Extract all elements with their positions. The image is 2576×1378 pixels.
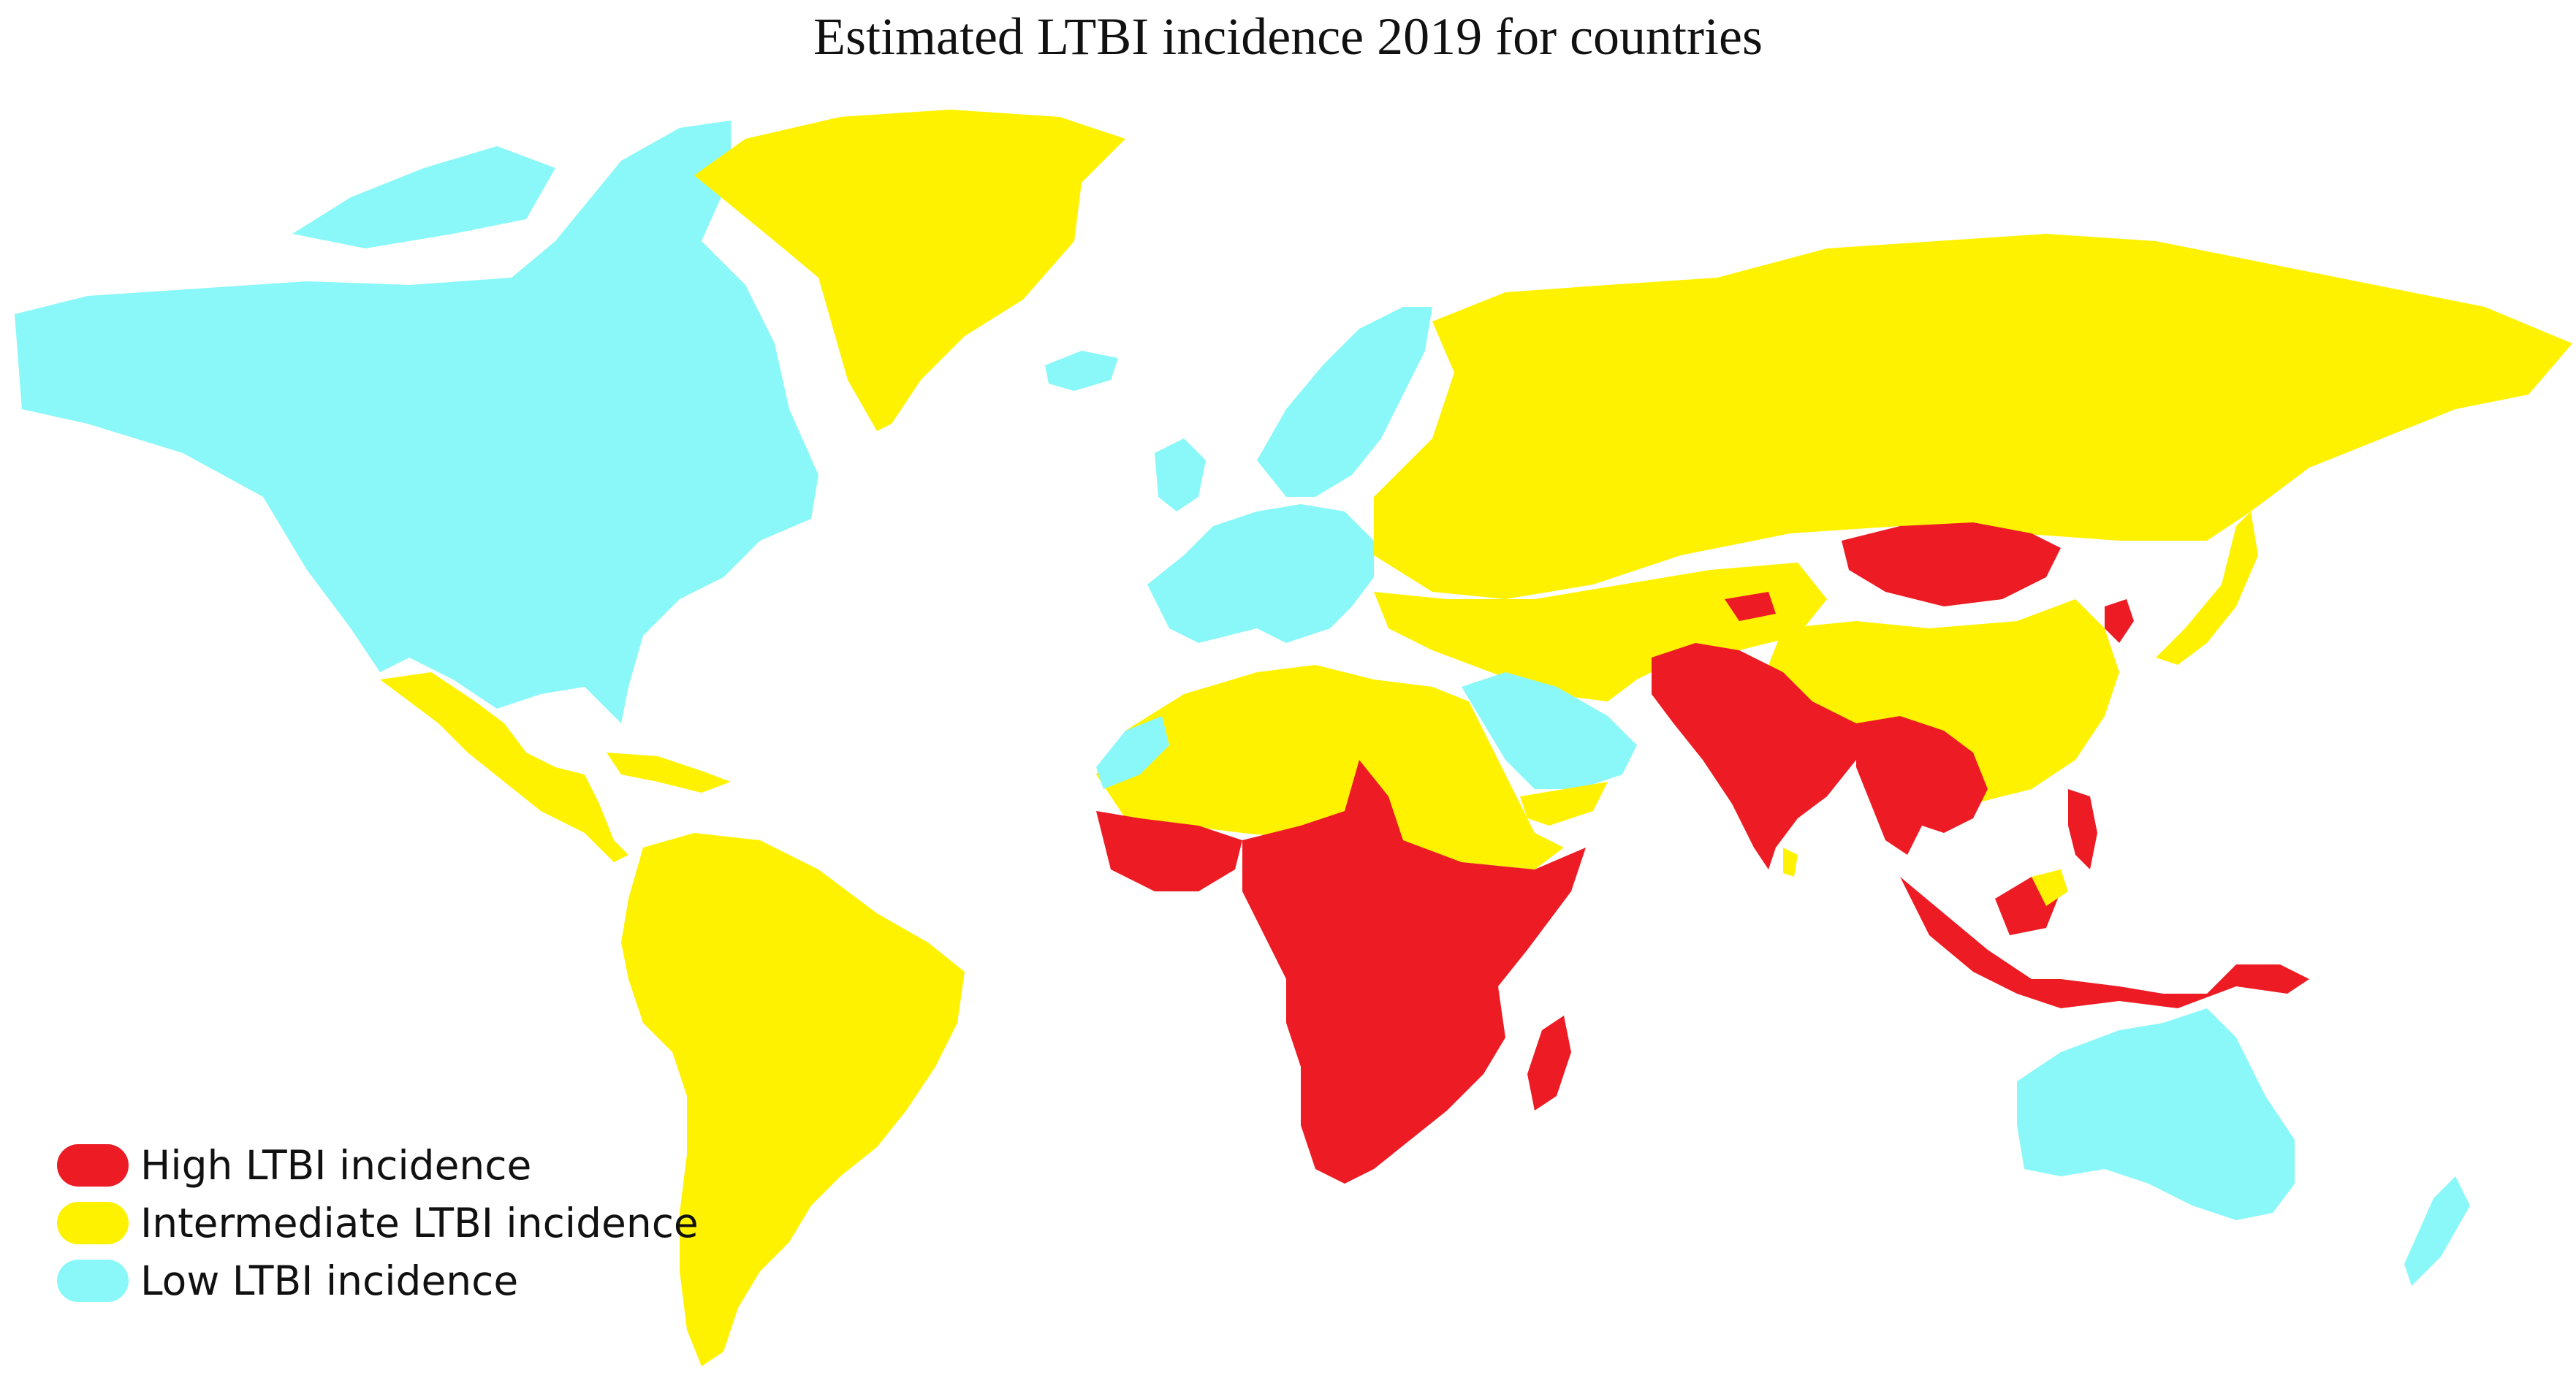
legend-item-high: High LTBI incidence [57, 1136, 699, 1194]
region-sub-saharan-africa[interactable] [1242, 760, 1586, 1184]
legend-swatch-intermediate [57, 1201, 129, 1244]
region-canadian-islands[interactable] [292, 146, 555, 248]
region-sri-lanka[interactable] [1783, 848, 1798, 877]
region-russia[interactable] [1374, 234, 2572, 599]
region-mongolia[interactable] [1842, 522, 2061, 606]
region-west-africa[interactable] [1096, 811, 1242, 891]
region-scandinavia[interactable] [1257, 307, 1432, 497]
region-north-america[interactable] [15, 121, 818, 723]
legend-label-low: Low LTBI incidence [140, 1257, 519, 1304]
region-mexico-central-america[interactable] [380, 672, 628, 862]
region-central-asia[interactable] [1374, 563, 1827, 701]
region-kyrgyzstan[interactable] [1725, 592, 1776, 621]
region-japan[interactable] [2156, 511, 2258, 665]
legend-swatch-high [57, 1143, 129, 1187]
region-british-isles[interactable] [1155, 438, 1206, 511]
region-iceland[interactable] [1045, 351, 1118, 391]
region-china[interactable] [1768, 599, 2119, 804]
region-north-africa[interactable] [1096, 665, 1564, 869]
region-philippines[interactable] [2068, 789, 2097, 869]
legend-item-intermediate: Intermediate LTBI incidence [57, 1194, 699, 1252]
region-caribbean[interactable] [607, 753, 731, 793]
region-north-korea[interactable] [2105, 599, 2134, 643]
region-new-zealand[interactable] [2404, 1176, 2470, 1286]
region-morocco[interactable] [1096, 716, 1169, 789]
region-madagascar[interactable] [1527, 1016, 1571, 1111]
legend: High LTBI incidence Intermediate LTBI in… [57, 1136, 699, 1309]
region-south-asia[interactable] [1652, 643, 1856, 869]
region-southeast-asia[interactable] [1856, 716, 1988, 855]
region-greenland[interactable] [694, 110, 1125, 431]
map-title: Estimated LTBI incidence 2019 for countr… [813, 7, 1763, 66]
region-western-europe[interactable] [1147, 504, 1374, 643]
legend-swatch-low [57, 1259, 129, 1302]
legend-label-high: High LTBI incidence [140, 1141, 532, 1189]
region-yemen-oman[interactable] [1520, 782, 1608, 826]
region-australia[interactable] [2017, 1008, 2295, 1220]
region-arabian-peninsula[interactable] [1462, 672, 1637, 789]
region-south-america[interactable] [621, 833, 965, 1366]
legend-label-intermediate: Intermediate LTBI incidence [140, 1199, 699, 1246]
region-indonesia-new-guinea[interactable] [1900, 877, 2309, 1008]
region-malaysia[interactable] [2032, 869, 2068, 906]
legend-item-low: Low LTBI incidence [57, 1252, 699, 1309]
